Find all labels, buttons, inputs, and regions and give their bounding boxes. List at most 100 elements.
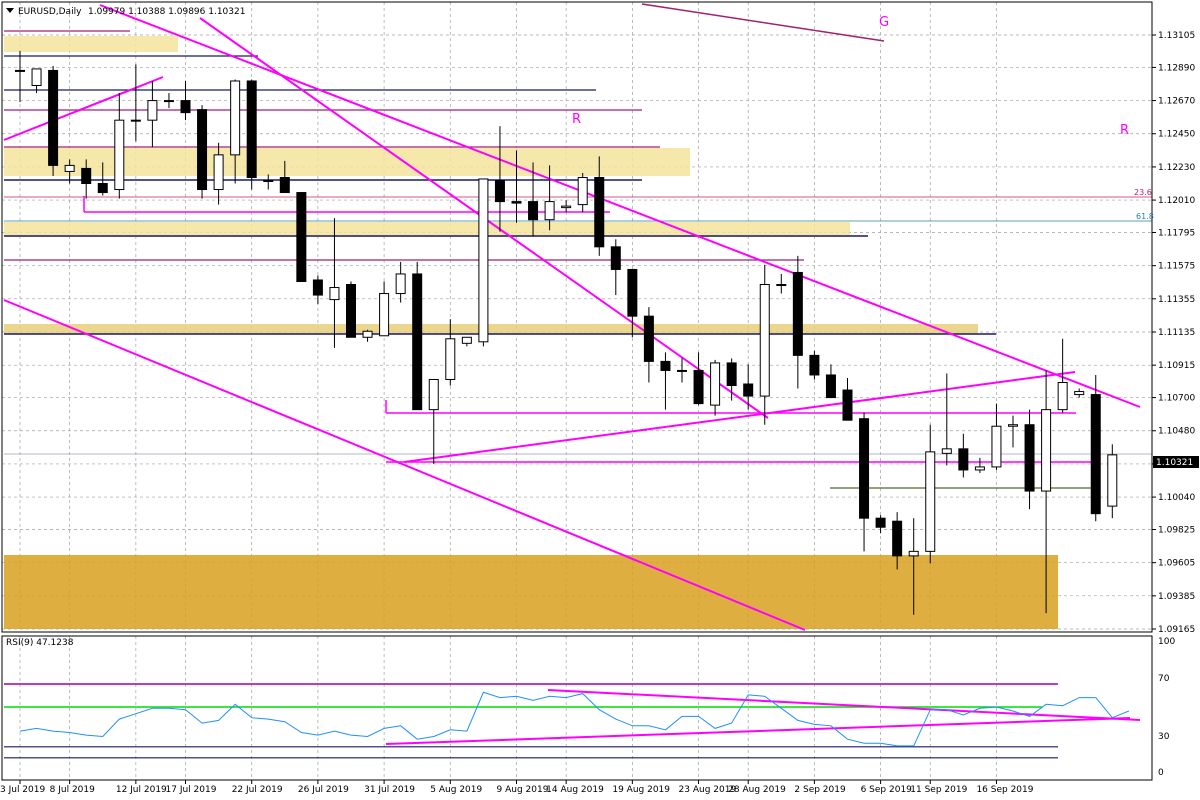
trendline bbox=[3, 76, 164, 141]
candle-body-bull bbox=[15, 69, 25, 72]
candle-body-bull bbox=[379, 293, 390, 337]
pattern-label-r1: R bbox=[572, 112, 581, 127]
rsi-panel-frame bbox=[1, 635, 1153, 781]
ohlc-readout: 1.09979 1.10388 1.09896 1.10321 bbox=[88, 7, 245, 17]
candle bbox=[1090, 374, 1101, 522]
candle-body-bull bbox=[561, 205, 572, 209]
candle bbox=[180, 80, 191, 121]
candle bbox=[97, 162, 108, 196]
candle bbox=[246, 79, 257, 190]
collapse-arrow-icon[interactable] bbox=[6, 8, 14, 13]
candle bbox=[329, 218, 340, 348]
candle-body-bear bbox=[792, 271, 803, 356]
candle-body-bull bbox=[1107, 454, 1118, 507]
pattern-label-g: G bbox=[879, 15, 889, 30]
candle-body-bull bbox=[395, 273, 406, 295]
candle-body-bear bbox=[1024, 424, 1035, 492]
rsi-panel bbox=[4, 683, 1141, 759]
price-zone bbox=[4, 148, 690, 176]
candle-body-bear bbox=[511, 201, 522, 204]
candle-body-bear bbox=[892, 520, 903, 557]
candle-body-bull bbox=[114, 119, 125, 191]
candle-body-bear bbox=[594, 176, 605, 248]
candle-body-bull bbox=[428, 378, 439, 411]
rsi-label: RSI(9) 47.1238 bbox=[6, 638, 74, 648]
date-tick-label: 22 Jul 2019 bbox=[232, 785, 283, 795]
candle-body-bull bbox=[1041, 409, 1052, 492]
date-tick-label: 26 Jul 2019 bbox=[298, 785, 349, 795]
date-tick-label: 2 Sep 2019 bbox=[794, 785, 846, 795]
price-zone bbox=[4, 324, 978, 334]
trendline bbox=[403, 371, 1076, 463]
date-tick-label: 3 Jul 2019 bbox=[0, 785, 45, 795]
fib-label-23-6: 23.6 bbox=[1134, 188, 1152, 197]
candle bbox=[114, 93, 125, 199]
candle-body-bear bbox=[842, 389, 853, 421]
date-tick-label: 6 Sep 2019 bbox=[861, 785, 913, 795]
candle bbox=[362, 329, 373, 342]
candle bbox=[1107, 444, 1118, 519]
candle bbox=[908, 518, 919, 615]
candle-body-bear bbox=[279, 176, 290, 194]
horizontal-levels bbox=[4, 30, 1152, 489]
candle bbox=[81, 159, 92, 199]
date-tick-label: 19 Aug 2019 bbox=[612, 785, 670, 795]
rsi-trendline bbox=[547, 689, 1141, 721]
candle-body-bull bbox=[478, 178, 489, 343]
trendline bbox=[99, 4, 1141, 408]
candle-body-bull bbox=[147, 100, 158, 121]
candle bbox=[15, 50, 25, 103]
candle-body-bear bbox=[296, 192, 307, 282]
candle-body-bull bbox=[759, 284, 770, 397]
candle-body-bull bbox=[445, 338, 456, 380]
date-tick-label: 16 Sep 2019 bbox=[976, 785, 1033, 795]
candle bbox=[130, 64, 141, 142]
candle bbox=[312, 275, 323, 305]
candle bbox=[792, 255, 803, 389]
candle-body-bull bbox=[461, 336, 472, 344]
rsi-tick-100: 100 bbox=[1158, 637, 1175, 647]
candle-body-bull bbox=[263, 179, 274, 182]
candle-body-bull bbox=[710, 362, 721, 406]
trendlines bbox=[3, 3, 1141, 631]
candle-body-bear bbox=[660, 360, 671, 371]
candle bbox=[1008, 415, 1018, 448]
candle-body-bull bbox=[1008, 424, 1018, 427]
candle bbox=[892, 512, 903, 570]
candle-body-bear bbox=[726, 362, 737, 387]
price-tick-label: 1.10480 bbox=[1158, 427, 1195, 437]
candle bbox=[825, 364, 836, 399]
candle bbox=[528, 162, 539, 237]
price-zone bbox=[4, 222, 850, 237]
price-tick-label: 1.11135 bbox=[1158, 328, 1195, 338]
candle bbox=[64, 159, 75, 184]
chart-header: EURUSD,Daily 1.09979 1.10388 1.09896 1.1… bbox=[6, 7, 245, 17]
candle bbox=[478, 178, 489, 347]
candle-body-bear bbox=[643, 315, 654, 362]
symbol-label: EURUSD,Daily bbox=[18, 7, 82, 17]
price-tick-label: 1.13105 bbox=[1158, 31, 1195, 41]
candle-body-bear bbox=[627, 268, 638, 317]
price-tick-label: 1.09825 bbox=[1158, 525, 1195, 535]
candle-body-bull bbox=[31, 68, 42, 87]
date-tick-label: 11 Sep 2019 bbox=[910, 785, 967, 795]
candle-body-bear bbox=[412, 273, 423, 411]
candle-body-bear bbox=[48, 69, 59, 166]
rsi-line bbox=[19, 691, 1130, 747]
price-tick-label: 1.12450 bbox=[1158, 130, 1195, 140]
candle-body-bull bbox=[577, 176, 588, 206]
candle-body-bear bbox=[610, 246, 621, 270]
fib-label-61-8: 61.8 bbox=[1136, 212, 1154, 221]
candle-body-bull bbox=[974, 466, 985, 471]
candle bbox=[1057, 338, 1068, 413]
candle bbox=[279, 160, 290, 194]
candle-body-bear bbox=[693, 369, 704, 405]
candle bbox=[660, 352, 671, 410]
candle-body-bear bbox=[81, 167, 92, 185]
candle bbox=[147, 80, 158, 148]
candle bbox=[213, 142, 224, 205]
price-tick-label: 1.09385 bbox=[1158, 592, 1195, 602]
candle bbox=[776, 273, 787, 294]
